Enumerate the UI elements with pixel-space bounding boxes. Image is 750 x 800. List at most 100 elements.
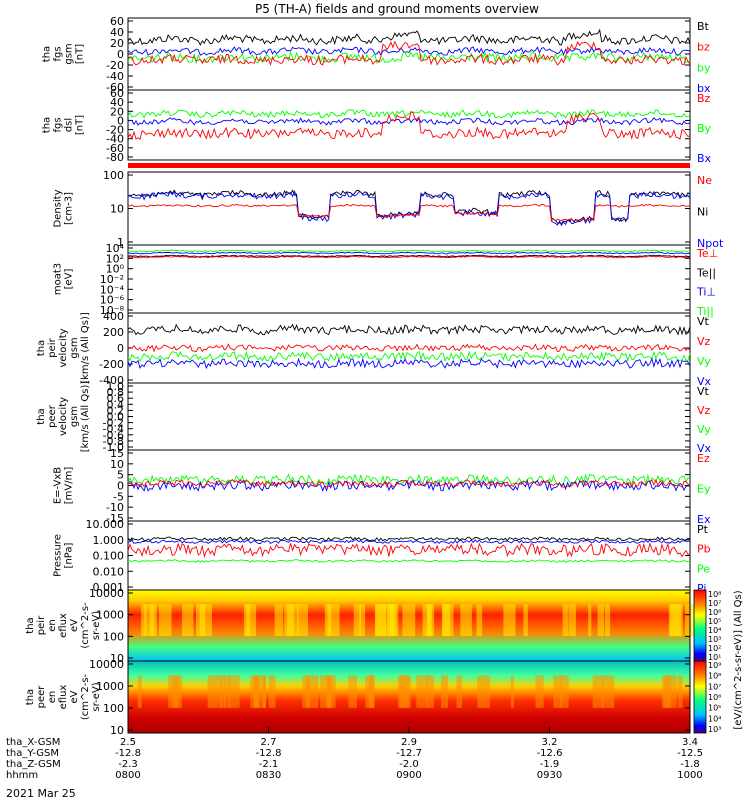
legend-label: Npot xyxy=(697,237,724,250)
series-ne xyxy=(127,203,691,222)
spectrogram-band xyxy=(268,675,276,708)
colorbar-tick-label: 10¹ xyxy=(708,653,721,662)
colorbar-tick-label: 10⁴ xyxy=(708,626,721,635)
series-pe xyxy=(127,559,691,563)
y-axis-label: Pressure xyxy=(53,534,64,577)
spectrogram-band xyxy=(460,604,472,637)
series-te-perp xyxy=(128,255,691,259)
series-ez xyxy=(127,478,691,488)
legend-label: Ti|| xyxy=(696,305,714,318)
y-axis-label: [km/s (All Qs)] xyxy=(80,312,91,384)
y-axis-label: en xyxy=(47,691,58,704)
spectrogram-band xyxy=(562,604,568,637)
legend-label: bz xyxy=(697,41,710,54)
legend-label: Vt xyxy=(697,315,710,328)
spectrogram-band xyxy=(668,604,681,637)
colorbar xyxy=(693,589,707,662)
y-axis-label: [mV/m] xyxy=(64,467,75,505)
y-tick-label: 10.000 xyxy=(86,518,125,531)
legend-label: Ti⊥ xyxy=(696,286,716,299)
x-tick-label: 2.9 xyxy=(401,737,417,748)
y-tick-label: 60 xyxy=(110,15,124,28)
spectrogram-band xyxy=(441,675,449,708)
spectrogram-band xyxy=(422,604,435,637)
y-axis-label: Density xyxy=(53,189,64,227)
series-te-par xyxy=(127,254,691,258)
panel-6: 1.00.80.60.40.20.0-0.2-0.4-0.6-0.8-1.0 th… xyxy=(36,380,712,455)
x-tick-label: 0830 xyxy=(256,770,281,781)
spectrogram-band xyxy=(510,675,514,708)
spectrogram-band xyxy=(601,675,615,708)
spectrogram-band xyxy=(503,604,516,637)
x-tick-label: 0800 xyxy=(115,770,140,781)
spectrogram-band xyxy=(324,604,332,637)
spectrogram-band xyxy=(141,604,147,637)
y-tick-label: -15 xyxy=(106,512,124,525)
y-tick-label: -400 xyxy=(99,374,124,387)
series-bt xyxy=(127,28,691,46)
y-tick-label: 5 xyxy=(117,469,124,482)
y-tick-label: 0.4 xyxy=(107,398,125,411)
x-tick-label: 0930 xyxy=(537,770,562,781)
legend-label: Pe xyxy=(697,562,710,575)
y-axis-label: eV xyxy=(69,619,80,632)
panel-frame xyxy=(127,382,691,451)
y-tick-label: 400 xyxy=(103,310,124,323)
spectrogram-band xyxy=(220,675,226,708)
spectrogram-band xyxy=(359,604,366,637)
spectrogram-band xyxy=(223,675,231,708)
y-axis-label: tha xyxy=(25,689,36,705)
y-tick-label: 40 xyxy=(110,26,124,39)
x-axis-row-label: tha_X-GSM xyxy=(6,737,60,748)
y-tick-label: 10⁻⁶ xyxy=(100,294,125,307)
y-axis-label: tha xyxy=(25,617,36,633)
legend-label: Ez xyxy=(697,452,710,465)
legend-label: Pb xyxy=(697,543,711,556)
legend-label: bx xyxy=(697,82,711,95)
panel-9: 10000 1000 100 10 tha peir en eflux eV (cm^2-s-sr… xyxy=(25,587,696,665)
y-tick-label: 60 xyxy=(110,87,124,100)
y-tick-label: 0 xyxy=(117,114,124,127)
spectrogram-band xyxy=(287,604,299,637)
spectrogram-band xyxy=(604,604,611,637)
legend-label: Te⊥ xyxy=(696,247,718,260)
series-bx xyxy=(127,46,691,57)
spectrogram-band xyxy=(588,604,592,637)
y-tick-label: 10 xyxy=(110,724,124,737)
spectrogram-band xyxy=(297,604,308,637)
y-axis-label: tha xyxy=(42,46,53,62)
spectrogram-band xyxy=(402,604,416,637)
y-tick-label: 100 xyxy=(103,169,124,182)
spectrogram-band xyxy=(592,675,604,708)
x-tick-label: -12.8 xyxy=(115,748,141,759)
y-axis-label: tha xyxy=(36,340,47,356)
panel-frame xyxy=(127,171,691,246)
x-tick-label: 3.4 xyxy=(682,737,698,748)
series-npot xyxy=(127,190,691,227)
series-bz xyxy=(127,111,691,140)
y-tick-label: 100 xyxy=(103,702,124,715)
y-axis-label: peir xyxy=(47,337,58,357)
x-tick-label: -12.8 xyxy=(256,748,282,759)
spectrogram-band xyxy=(172,675,182,708)
x-tick-label: 2.5 xyxy=(120,737,136,748)
y-tick-label: -60 xyxy=(106,142,124,155)
y-tick-label: -80 xyxy=(106,151,124,164)
colorbar-tick-label: 10⁷ xyxy=(708,599,721,608)
y-axis-label: [eV] xyxy=(64,269,75,290)
legend-label: Vy xyxy=(697,423,711,436)
y-tick-label: -40 xyxy=(106,133,124,146)
colorbar-tick-label: 10³ xyxy=(708,725,721,734)
y-axis-label: fgs xyxy=(53,117,64,132)
y-axis-label: [nPa] xyxy=(64,542,75,568)
legend-label: Vz xyxy=(697,335,711,348)
spectrogram-band xyxy=(137,675,142,708)
legend-label: Ni xyxy=(697,206,708,219)
y-tick-label: 200 xyxy=(103,326,124,339)
y-tick-label: -20 xyxy=(106,59,124,72)
y-tick-label: -10 xyxy=(106,501,124,514)
colorbar-tick-label: 10⁹ xyxy=(708,661,721,670)
